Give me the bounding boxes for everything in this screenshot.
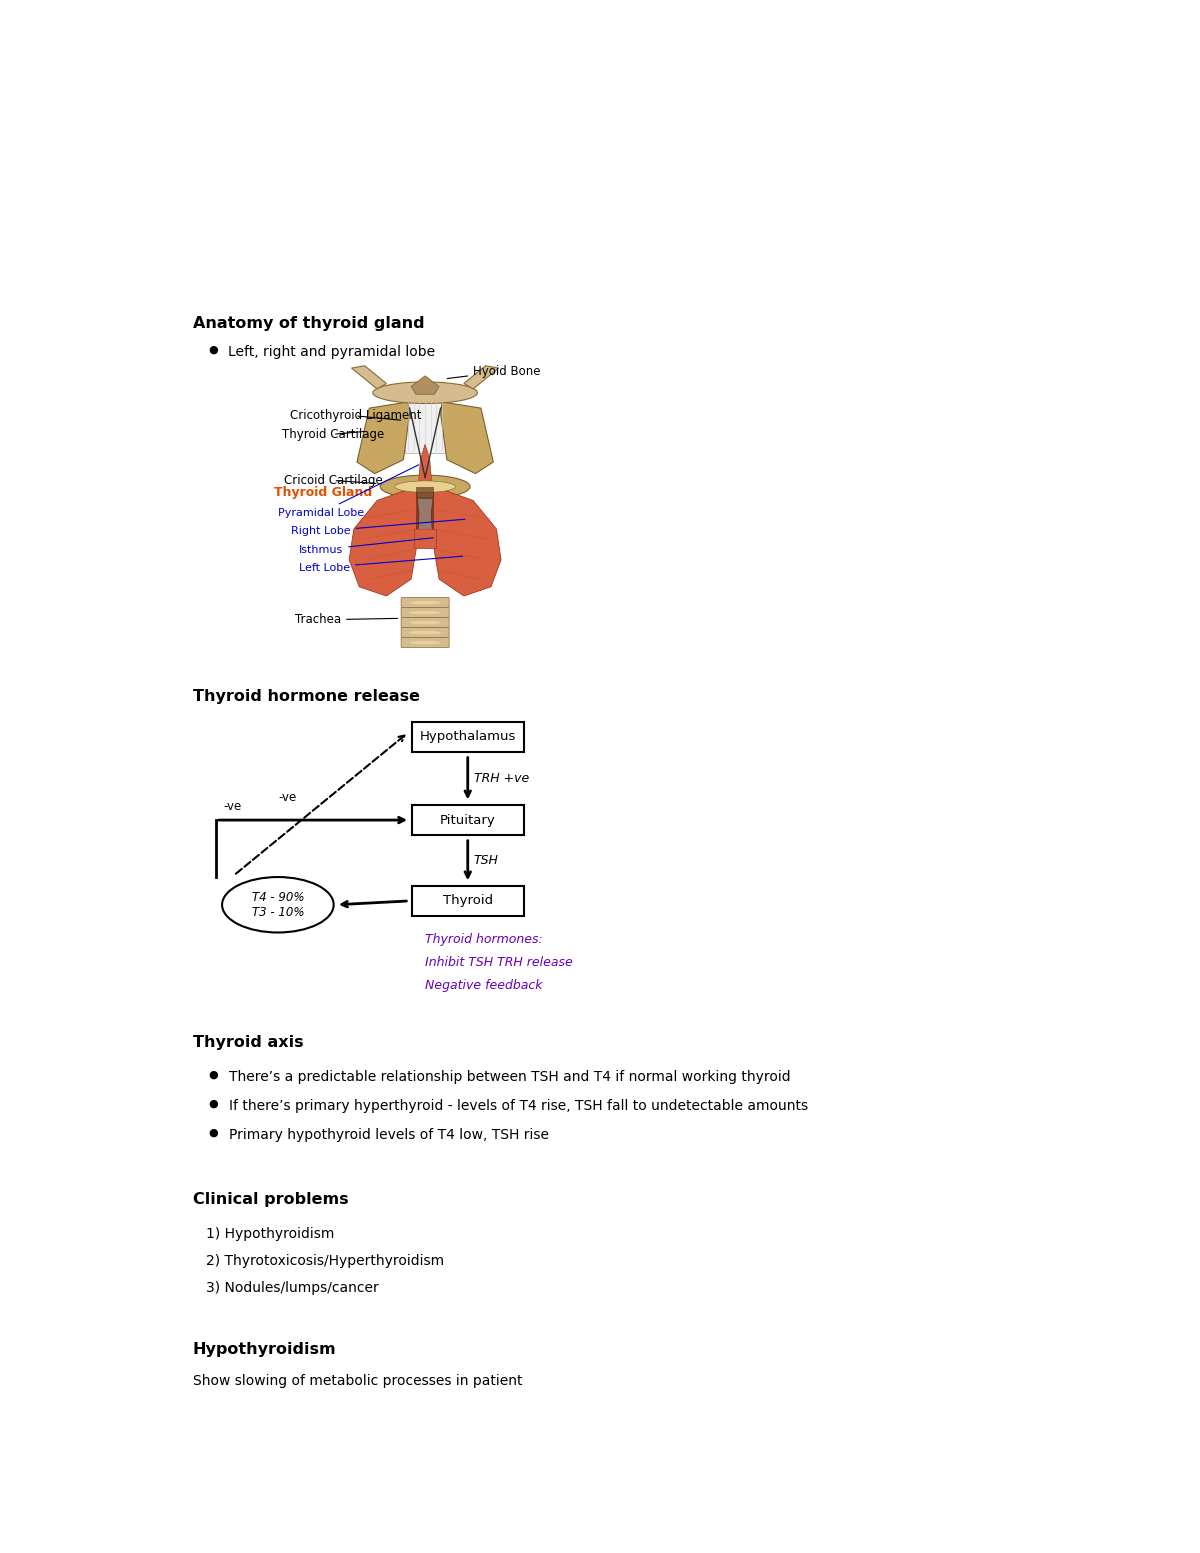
Text: Thyroid: Thyroid: [443, 895, 493, 907]
Ellipse shape: [380, 475, 470, 499]
Polygon shape: [440, 402, 493, 474]
Text: Isthmus: Isthmus: [299, 537, 433, 554]
Text: T3 - 10%: T3 - 10%: [252, 905, 304, 919]
Text: TSH: TSH: [474, 854, 499, 867]
Polygon shape: [349, 486, 419, 596]
Ellipse shape: [373, 382, 478, 404]
Ellipse shape: [222, 877, 334, 932]
FancyBboxPatch shape: [412, 722, 524, 752]
Ellipse shape: [409, 610, 442, 615]
Text: T4 - 90%: T4 - 90%: [252, 890, 304, 904]
Polygon shape: [352, 367, 386, 388]
Ellipse shape: [409, 601, 442, 604]
Text: Left, right and pyramidal lobe: Left, right and pyramidal lobe: [228, 345, 434, 359]
Text: ●: ●: [208, 1127, 218, 1138]
Polygon shape: [418, 444, 432, 488]
Text: Thyroid Gland: Thyroid Gland: [274, 486, 372, 500]
Text: 2) Thyrotoxicosis/Hyperthyroidism: 2) Thyrotoxicosis/Hyperthyroidism: [206, 1253, 444, 1267]
Text: There’s a predictable relationship between TSH and T4 if normal working thyroid: There’s a predictable relationship betwe…: [229, 1070, 791, 1084]
Text: 1) Hypothyroidism: 1) Hypothyroidism: [206, 1227, 334, 1241]
Text: ●: ●: [208, 1100, 218, 1109]
Text: Cricothyroid Ligament: Cricothyroid Ligament: [289, 410, 421, 422]
FancyBboxPatch shape: [401, 618, 449, 627]
Ellipse shape: [409, 641, 442, 644]
Ellipse shape: [395, 481, 456, 492]
FancyBboxPatch shape: [404, 399, 445, 453]
Text: -ve: -ve: [223, 800, 242, 812]
Text: Pyramidal Lobe: Pyramidal Lobe: [278, 464, 419, 517]
Text: TRH +ve: TRH +ve: [474, 772, 529, 784]
FancyBboxPatch shape: [401, 607, 449, 618]
Text: Cricoid Cartilage: Cricoid Cartilage: [284, 474, 383, 488]
Text: Anatomy of thyroid gland: Anatomy of thyroid gland: [193, 315, 425, 331]
Polygon shape: [431, 486, 502, 596]
Text: Clinical problems: Clinical problems: [193, 1193, 348, 1207]
Polygon shape: [416, 486, 434, 530]
FancyBboxPatch shape: [412, 804, 524, 836]
Text: Hypothalamus: Hypothalamus: [420, 730, 516, 744]
FancyBboxPatch shape: [401, 598, 449, 607]
Text: Pituitary: Pituitary: [440, 814, 496, 826]
FancyBboxPatch shape: [401, 627, 449, 638]
Text: -ve: -ve: [278, 790, 296, 804]
FancyBboxPatch shape: [401, 638, 449, 648]
Text: 3) Nodules/lumps/cancer: 3) Nodules/lumps/cancer: [206, 1281, 378, 1295]
Text: Primary hypothyroid levels of T4 low, TSH rise: Primary hypothyroid levels of T4 low, TS…: [229, 1127, 550, 1141]
Polygon shape: [356, 402, 409, 474]
Text: Thyroid axis: Thyroid axis: [193, 1034, 304, 1050]
Text: Hypothyroidism: Hypothyroidism: [193, 1342, 336, 1357]
Polygon shape: [412, 376, 439, 394]
Ellipse shape: [409, 631, 442, 634]
Text: Left Lobe: Left Lobe: [299, 556, 463, 573]
Text: Thyroid hormone release: Thyroid hormone release: [193, 690, 420, 704]
Text: Inhibit TSH TRH release: Inhibit TSH TRH release: [425, 957, 572, 969]
Polygon shape: [414, 530, 436, 548]
Text: Negative feedback: Negative feedback: [425, 980, 542, 992]
FancyBboxPatch shape: [412, 885, 524, 916]
Text: ●: ●: [208, 345, 218, 356]
Text: Thyroid Cartilage: Thyroid Cartilage: [282, 427, 384, 441]
Text: Thyroid hormones:: Thyroid hormones:: [425, 933, 542, 946]
Text: Show slowing of metabolic processes in patient: Show slowing of metabolic processes in p…: [193, 1374, 522, 1388]
Polygon shape: [464, 367, 499, 388]
Text: If there’s primary hyperthyroid - levels of T4 rise, TSH fall to undetectable am: If there’s primary hyperthyroid - levels…: [229, 1100, 808, 1114]
Text: ●: ●: [208, 1070, 218, 1079]
Text: Right Lobe: Right Lobe: [292, 519, 464, 536]
Text: Trachea: Trachea: [295, 613, 397, 626]
Ellipse shape: [409, 621, 442, 624]
Text: Hyoid Bone: Hyoid Bone: [448, 365, 541, 379]
